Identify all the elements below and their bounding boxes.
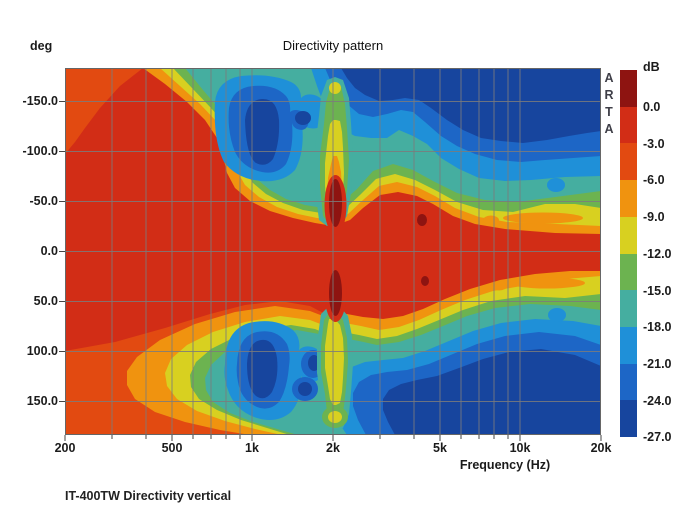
colorbar-segment [620, 290, 637, 327]
colorbar-tick-label: 0.0 [643, 100, 661, 114]
cool-spot [547, 178, 565, 192]
colorbar-segment [620, 363, 637, 401]
colorbar-tick-label: -27.0 [643, 430, 672, 444]
contour-region [65, 68, 143, 154]
colorbar-segment [620, 400, 637, 438]
axis-ticks [59, 101, 602, 441]
sidelobe-streak [503, 212, 583, 224]
hotspot-upper [329, 179, 342, 227]
y-tick-label: 0.0 [40, 244, 58, 258]
y-axis-unit-label: deg [30, 39, 53, 53]
colorbar-tick-label: -12.0 [643, 247, 672, 261]
x-tick-label: 200 [54, 441, 76, 455]
colorbar-segment [620, 180, 637, 217]
y-tick-label: 50.0 [33, 294, 58, 308]
colorbar-tick-label: -15.0 [643, 284, 672, 298]
sidelobe-streak [491, 281, 507, 291]
colorbar-segment [620, 70, 637, 107]
x-tick-label: 500 [161, 441, 183, 455]
chart-caption: IT-400TW Directivity vertical [65, 489, 232, 503]
contour-region [341, 68, 601, 143]
notch-plume-lower [325, 319, 344, 405]
null-pocket-upper [295, 111, 311, 125]
hotspot-lower [329, 270, 342, 316]
colorbar-segment [620, 216, 637, 254]
x-tick-label: 5k [433, 441, 447, 455]
colorbar-tick-label: -9.0 [643, 210, 665, 224]
y-tick-label: 150.0 [26, 394, 58, 408]
colorbar-segment [620, 326, 637, 364]
directivity-heatmap [59, 68, 602, 441]
contour-region [383, 349, 601, 435]
x-tick-label: 1k [245, 441, 259, 455]
x-tick-label: 2k [326, 441, 340, 455]
y-tick-label: -150.0 [22, 94, 58, 108]
null-pocket-lower [298, 382, 312, 396]
x-tick-label: 20k [590, 441, 612, 455]
null-pocket-upper [245, 98, 280, 165]
chart-title: Directivity pattern [282, 38, 384, 53]
colorbar-unit-label: dB [643, 60, 660, 74]
notch-plume-upper [329, 82, 341, 94]
plot-grid [65, 68, 601, 435]
y-tick-label: -100.0 [22, 144, 58, 158]
sidelobe-streak [483, 215, 499, 225]
notch-plume-lower [328, 411, 342, 423]
arta-watermark-letter: A [604, 71, 614, 85]
colorbar-tick-label: -6.0 [643, 173, 665, 187]
colorbar-tick-label: -18.0 [643, 320, 672, 334]
plot-frame [65, 68, 601, 435]
y-tick-label: -50.0 [29, 194, 59, 208]
x-tick-label: 10k [509, 441, 531, 455]
y-tick-label: 100.0 [26, 344, 58, 358]
x-axis-label: Frequency (Hz) [459, 458, 551, 472]
colorbar-segment [620, 253, 637, 291]
sidelobe-streak [509, 277, 585, 289]
cool-spot [548, 308, 566, 322]
arta-watermark-letter: A [604, 122, 614, 136]
colorbar-tick-label: -21.0 [643, 357, 672, 371]
colorbar-tick-label: -24.0 [643, 394, 672, 408]
arta-watermark-letter: T [605, 105, 613, 119]
colorbar-tick-label: -3.0 [643, 137, 665, 151]
hotspot-small-upper [417, 214, 427, 226]
colorbar [620, 70, 637, 438]
arta-watermark-letter: R [604, 88, 614, 102]
hotspot-small-lower [421, 276, 429, 286]
colorbar-segment [620, 106, 637, 144]
colorbar-segment [620, 143, 637, 181]
null-pocket-lower [247, 339, 278, 399]
